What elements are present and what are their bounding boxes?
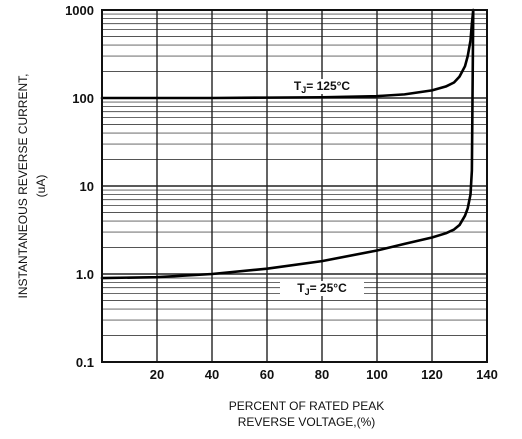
x-tick-label: 40 xyxy=(205,367,219,382)
x-tick-label: 80 xyxy=(315,367,329,382)
x-axis-title-line-1: PERCENT OF RATED PEAK xyxy=(229,399,385,413)
y-tick-label: 100 xyxy=(72,91,94,106)
y-tick-label: 0.1 xyxy=(76,355,94,370)
x-tick-label: 60 xyxy=(260,367,274,382)
grid xyxy=(102,10,487,362)
curve-label-2: TJ= 25°C xyxy=(280,281,364,297)
y-axis-title-line-2: (uA) xyxy=(34,175,48,198)
y-tick-label: 1.0 xyxy=(76,267,94,282)
y-tick-label: 1000 xyxy=(65,3,94,18)
y-axis-title-line-1: INSTANTANEOUS REVERSE CURRENT, xyxy=(16,74,30,299)
tick-labels: 20 40 60 80 100 120 140 0.1 1.0 10 100 1000 xyxy=(65,3,498,382)
x-tick-label: 20 xyxy=(150,367,164,382)
x-axis-title-line-2: REVERSE VOLTAGE,(%) xyxy=(238,415,376,429)
x-tick-label: 100 xyxy=(366,367,388,382)
x-tick-label: 140 xyxy=(476,367,498,382)
y-tick-label: 10 xyxy=(80,179,94,194)
x-tick-label: 120 xyxy=(421,367,443,382)
curve-label-1: TJ= 125°C xyxy=(280,79,364,95)
